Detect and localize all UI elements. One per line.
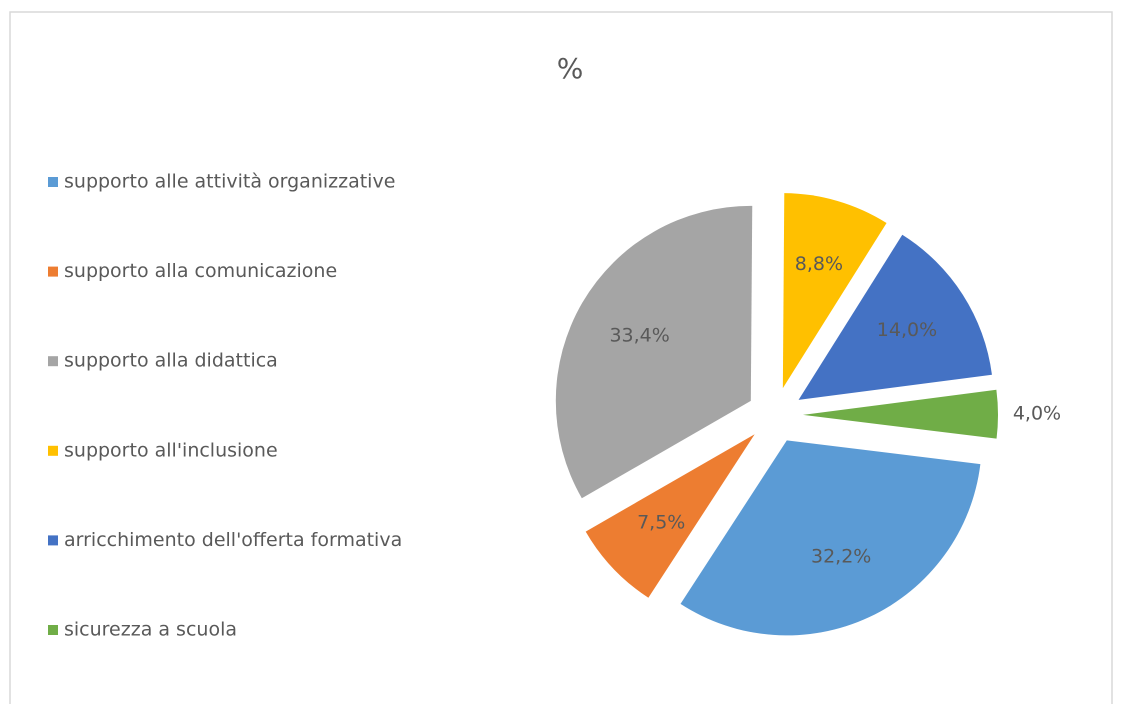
data-label: 14,0% [877, 319, 937, 341]
chart-title: % [557, 52, 584, 85]
legend-swatch [48, 625, 58, 635]
data-label: 4,0% [1013, 403, 1061, 425]
data-label: 8,8% [795, 253, 843, 275]
legend-swatch [48, 177, 58, 187]
legend-label: supporto alle attività organizzative [64, 171, 395, 193]
legend-swatch [48, 356, 58, 367]
pie-slice [585, 434, 755, 598]
pie-slice [555, 205, 753, 499]
legend-swatch [48, 445, 58, 456]
data-label: 33,4% [609, 325, 669, 347]
legend-swatch [48, 535, 58, 546]
data-label: 32,2% [811, 546, 871, 568]
pie-slice [802, 389, 998, 439]
legend-label: supporto all'inclusione [64, 439, 278, 461]
legend-label: supporto alla comunicazione [64, 260, 337, 282]
legend-label: sicurezza a scuola [64, 619, 237, 641]
pie-slice [798, 234, 992, 400]
pie-slice [782, 193, 887, 389]
pie-slice [680, 440, 981, 636]
legend-label: supporto alla didattica [64, 350, 278, 372]
data-label: 7,5% [637, 511, 685, 533]
legend-label: arricchimento dell'offerta formativa [64, 529, 402, 551]
legend-swatch [48, 266, 58, 277]
